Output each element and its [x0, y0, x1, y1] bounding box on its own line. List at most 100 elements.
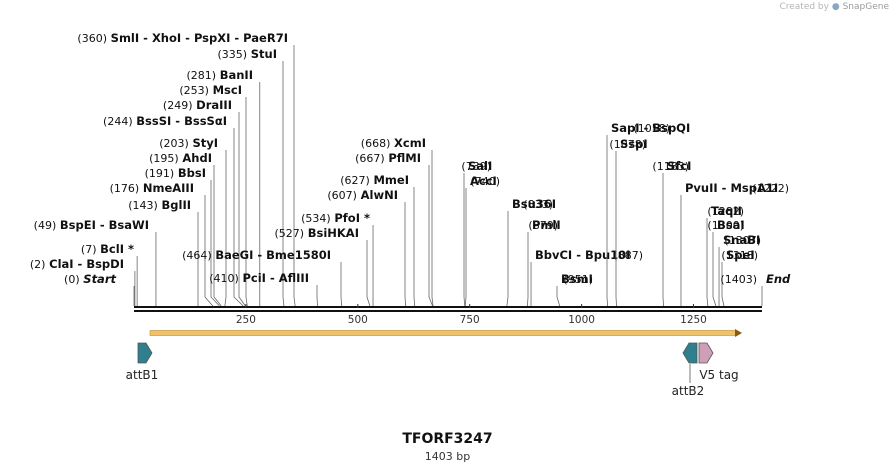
cut-site-17: (527) BsiHKAI: [274, 226, 371, 307]
cut-site-name: BsaI: [717, 218, 745, 232]
cut-site-position: (1078): [609, 138, 646, 151]
cut-site-4: (143) BglII: [128, 198, 199, 306]
map-title: TFORF3247: [402, 431, 493, 447]
cut-site-position: (740): [470, 175, 500, 188]
cut-site-label: (2) ClaI - BspDI: [30, 257, 124, 271]
cut-site-label: (203) StyI: [159, 136, 218, 150]
backbone-top-strand: [134, 306, 762, 308]
cut-site-name: PvuII - MspA1I: [685, 181, 778, 195]
cut-site-32: PvuII - MspA1I(1222): [680, 181, 789, 306]
cut-site-label: (410) PciI - AflIII: [209, 271, 309, 285]
cut-site-leader: [556, 286, 561, 307]
v5-tag-feature-arrow-icon: [698, 342, 714, 364]
cut-site-label: (195) AhdI: [149, 151, 212, 165]
cut-site-name: SapI - BspQI: [611, 121, 690, 135]
cut-site-label: (627) MmeI: [340, 173, 409, 187]
cut-site-leader: [210, 180, 220, 307]
cut-site-35: SnaBI(1307): [718, 233, 761, 306]
cut-site-label: (7) BclI *: [81, 242, 134, 256]
cut-site-leader: [464, 188, 467, 307]
cut-site-leader: [527, 232, 529, 307]
cut-site-20: (627) MmeI: [340, 173, 416, 307]
cut-site-leader: [340, 262, 343, 307]
cut-site-15: (410) PciI - AflIII: [209, 271, 318, 307]
scale-tick-label: 1000: [568, 314, 595, 326]
cut-site-leader: [213, 165, 222, 307]
cut-site-25: Bsu36I(833): [506, 197, 556, 307]
cut-site-leader: [706, 218, 709, 307]
cut-site-6: (191) BbsI: [145, 166, 220, 307]
cut-site-leader: [282, 61, 285, 307]
cut-site-leader: [712, 232, 717, 307]
cut-site-label: (143) BglII: [128, 198, 191, 212]
cut-site-name: PmlI: [532, 218, 561, 232]
attb2-label: attB2: [672, 384, 705, 398]
cut-site-label: (281) BanII: [186, 68, 253, 82]
cut-site-label: (249) DraIII: [163, 98, 232, 112]
cut-site-1: (2) ClaI - BspDI: [30, 257, 136, 306]
cut-site-position: (833): [523, 198, 553, 211]
cut-site-label: (464) BaeGI - Bme1580I: [182, 248, 331, 262]
cut-site-name: SnaBI: [723, 233, 760, 247]
scale-tick-label: 750: [460, 314, 480, 326]
cut-site-label: (668) XcmI: [361, 136, 426, 150]
cut-site-5: (176) NmeAIII: [110, 181, 214, 307]
cut-site-position: (1307): [724, 234, 761, 247]
cut-site-label: (527) BsiHKAI: [274, 226, 359, 240]
cut-site-label: (191) BbsI: [145, 166, 206, 180]
cut-site-position: (887): [613, 249, 643, 262]
cut-site-18: (534) PfoI *: [301, 211, 374, 306]
cut-site-leader: [721, 262, 725, 307]
cut-site-position: (1183): [652, 160, 689, 173]
snapgene-logo-icon: ●: [831, 2, 840, 12]
cut-site-30: SspI(1078): [609, 137, 648, 307]
cut-site-position: (951): [563, 273, 593, 286]
cut-site-leader: [238, 112, 246, 307]
orf-arrowhead: [735, 329, 742, 337]
cut-site-7: (195) AhdI: [149, 151, 222, 307]
cut-site-13: (335) StuI: [218, 47, 285, 307]
cut-site-9: (244) BssSI - BssSαI: [103, 114, 244, 307]
cut-site-label: (244) BssSI - BssSαI: [103, 114, 227, 128]
cut-site-leader: [606, 135, 608, 307]
cut-site-33: TaqII(1282): [706, 204, 744, 307]
cut-site-24: AccI(740): [464, 174, 500, 307]
cut-site-leader: [366, 240, 371, 307]
cut-site-leader: [506, 211, 509, 307]
orf-bar: [149, 330, 737, 336]
cut-site-14: (360) SmlI - XhoI - PspXI - PaeR7I: [77, 31, 296, 307]
cut-site-leader: [293, 45, 296, 307]
cut-site-leader: [662, 173, 664, 307]
cut-site-2: (7) BclI *: [81, 242, 138, 306]
v5-tag-label: V5 tag: [699, 368, 738, 382]
cut-site-label: (176) NmeAIII: [110, 181, 194, 195]
cut-site-34: BsaI(1300): [707, 218, 745, 307]
cut-site-name: AccI: [470, 174, 497, 188]
cut-site-leader: [245, 97, 248, 307]
sequence-length: 1403 bp: [424, 450, 471, 463]
cut-site-leader: [431, 150, 434, 307]
cut-site-name: SfcI: [667, 159, 691, 173]
scale-tick-label: 1250: [680, 314, 707, 326]
cut-site-label: (360) SmlI - XhoI - PspXI - PaeR7I: [77, 31, 288, 45]
cut-site-12: (281) BanII: [186, 68, 261, 306]
cut-site-position: (1058): [633, 122, 670, 135]
backbone-bottom-strand: [134, 310, 762, 312]
cut-site-label: (49) BspEI - BsaWI: [34, 218, 149, 232]
cut-site-8: (203) StyI: [159, 136, 227, 307]
snapgene-credit: Created by ● SnapGene: [779, 2, 889, 12]
cut-site-21: (667) PflMI: [355, 151, 433, 307]
cut-site-position: (739): [461, 160, 491, 173]
cut-site-position: (1403): [720, 273, 757, 286]
cut-site-19: (607) AlwNI: [327, 188, 407, 307]
cut-site-0: (0) Start: [64, 272, 135, 306]
cut-site-name: SspI: [620, 137, 648, 151]
credit-prefix: Created by: [779, 2, 829, 12]
cut-site-10: (249) DraIII: [163, 98, 246, 307]
credit-brand: SnapGene: [842, 2, 889, 12]
attb1-label: attB1: [126, 368, 159, 382]
cut-site-label: (534) PfoI *: [301, 211, 370, 225]
cut-site-position: (1318): [721, 249, 758, 262]
cut-site-leader: [428, 165, 433, 307]
